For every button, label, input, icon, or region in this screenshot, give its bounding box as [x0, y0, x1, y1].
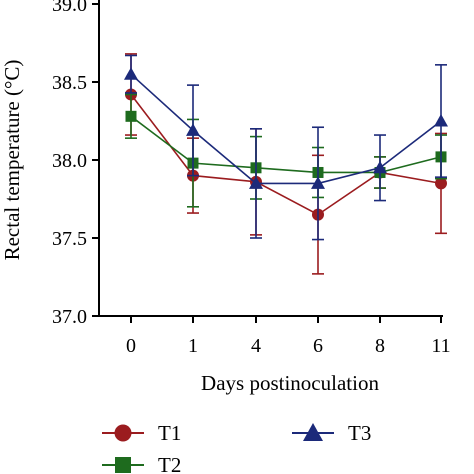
legend-label: T3 — [348, 421, 371, 445]
data-point — [186, 123, 200, 136]
y-tick-label: 38.5 — [52, 72, 87, 94]
x-tick-label: 8 — [375, 335, 385, 357]
y-tick-label: 38.0 — [52, 150, 87, 172]
axes: 37.0 37.5 38.0 38.5 39.0 0 1 4 6 8 11 — [52, 0, 451, 357]
x-tick-label: 6 — [313, 335, 323, 357]
series-t3 — [124, 54, 448, 241]
x-tick-label: 0 — [126, 335, 136, 357]
x-tick-label: 11 — [431, 335, 450, 357]
legend-item-t1: T1 — [102, 421, 181, 445]
data-point — [435, 177, 447, 190]
legend-marker — [303, 423, 323, 441]
data-point — [311, 176, 325, 189]
legend-marker — [115, 457, 131, 473]
series-line — [130, 73, 442, 185]
series-t1 — [125, 53, 447, 275]
data-point — [249, 176, 263, 189]
series-line — [130, 115, 442, 174]
data-point — [125, 110, 137, 122]
series-line — [130, 93, 442, 216]
x-tick-label: 4 — [251, 335, 261, 357]
data-point — [373, 160, 387, 174]
legend-label: T1 — [158, 421, 181, 445]
series-layer — [124, 53, 448, 275]
legend-label: T2 — [158, 453, 181, 474]
legend-marker — [114, 424, 132, 442]
y-tick-label: 37.0 — [52, 306, 87, 328]
x-tick-label: 1 — [188, 335, 198, 357]
data-point — [124, 67, 138, 80]
data-point — [434, 114, 448, 127]
x-axis-label: Days postinoculation — [201, 371, 379, 395]
legend-item-t2: T2 — [102, 453, 181, 474]
legend-item-t3: T3 — [292, 421, 371, 445]
y-axis-label: Rectal temperature (°C) — [0, 60, 24, 261]
y-tick-label: 39.0 — [52, 0, 87, 16]
y-tick-label: 37.5 — [52, 228, 87, 250]
legend: T1 T2 T3 — [102, 421, 371, 474]
